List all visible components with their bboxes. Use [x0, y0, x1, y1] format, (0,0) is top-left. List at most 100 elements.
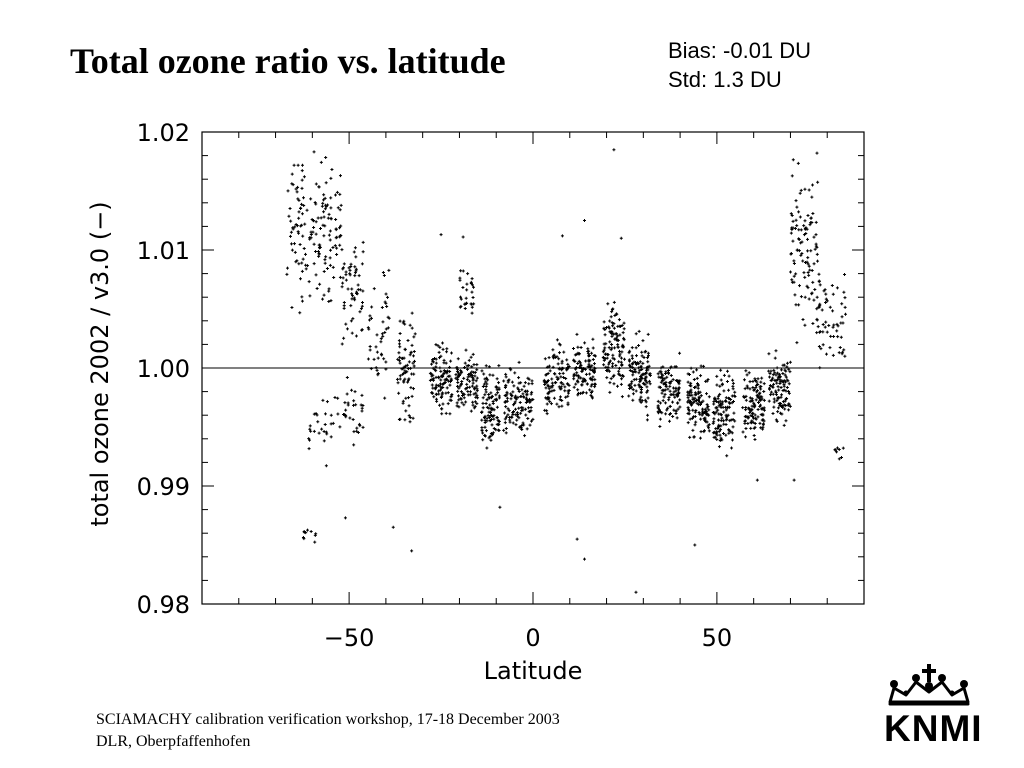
data-point	[612, 322, 616, 326]
data-point	[338, 275, 342, 279]
data-point	[669, 393, 673, 397]
data-point	[743, 421, 747, 425]
data-point	[436, 384, 440, 388]
data-point	[505, 390, 509, 394]
data-point	[473, 386, 477, 390]
data-point	[456, 357, 460, 361]
data-point	[312, 150, 316, 154]
data-point	[461, 285, 465, 289]
data-point	[716, 394, 720, 398]
data-point	[781, 363, 785, 367]
data-point	[494, 428, 498, 432]
data-point	[306, 264, 310, 268]
data-point	[412, 354, 416, 358]
data-point	[547, 356, 551, 360]
data-point	[528, 423, 532, 427]
data-point	[302, 175, 306, 179]
data-point	[544, 373, 548, 377]
data-point	[813, 247, 817, 251]
data-point	[609, 315, 613, 319]
data-point	[400, 356, 404, 360]
data-point	[698, 412, 702, 416]
data-point	[296, 185, 300, 189]
data-point	[657, 375, 661, 379]
data-point	[715, 438, 719, 442]
data-point	[641, 381, 645, 385]
data-point	[777, 388, 781, 392]
data-point	[475, 363, 479, 367]
data-point	[698, 396, 702, 400]
data-point	[383, 396, 387, 400]
data-point	[300, 223, 304, 227]
data-point	[719, 424, 723, 428]
data-point	[794, 303, 798, 307]
data-point	[432, 395, 436, 399]
data-point	[604, 342, 608, 346]
data-point	[631, 388, 635, 392]
data-point	[465, 382, 469, 386]
data-point	[457, 398, 461, 402]
data-point	[440, 407, 444, 411]
data-point	[472, 285, 476, 289]
data-point	[810, 269, 814, 273]
data-point	[556, 362, 560, 366]
data-point	[631, 398, 635, 402]
data-point	[356, 283, 360, 287]
data-point	[411, 416, 415, 420]
data-point	[665, 408, 669, 412]
data-point	[439, 354, 443, 358]
data-point	[608, 319, 612, 323]
data-point	[412, 335, 416, 339]
data-point	[342, 336, 346, 340]
data-point	[715, 374, 719, 378]
data-point	[406, 380, 410, 384]
data-point	[580, 369, 584, 373]
data-point	[744, 435, 748, 439]
data-point	[408, 323, 412, 327]
data-point	[431, 360, 435, 364]
data-point	[582, 219, 586, 222]
data-point	[669, 374, 673, 378]
data-point	[731, 381, 735, 385]
data-point	[331, 421, 335, 425]
data-point	[769, 369, 773, 373]
data-point	[719, 436, 723, 440]
data-point	[488, 415, 492, 419]
data-point	[792, 274, 796, 278]
data-point	[488, 419, 492, 423]
data-point	[579, 376, 583, 380]
data-point	[323, 258, 327, 262]
data-point	[695, 368, 699, 372]
data-point	[671, 378, 675, 382]
data-point	[433, 356, 437, 360]
data-point	[498, 505, 502, 509]
data-point	[733, 390, 737, 394]
data-point	[571, 346, 575, 350]
data-point	[349, 319, 353, 323]
data-point	[561, 371, 565, 375]
data-point	[504, 415, 508, 419]
data-point	[509, 397, 513, 401]
data-point	[346, 287, 350, 291]
data-point	[607, 362, 611, 366]
data-point	[837, 351, 841, 355]
data-point	[602, 358, 606, 362]
data-point	[805, 284, 809, 288]
data-point	[772, 397, 776, 401]
data-point	[303, 252, 307, 256]
data-point	[745, 373, 749, 377]
data-point	[459, 397, 463, 401]
data-point	[811, 211, 815, 215]
data-point	[815, 331, 819, 335]
data-point	[398, 374, 402, 378]
data-point	[744, 394, 748, 398]
data-point	[455, 401, 459, 405]
data-point	[749, 414, 753, 418]
data-point	[672, 390, 676, 394]
data-point	[530, 382, 534, 386]
data-point	[502, 428, 506, 432]
data-point	[755, 478, 759, 482]
data-point	[336, 396, 340, 400]
data-point	[810, 195, 814, 199]
data-point	[341, 281, 345, 285]
